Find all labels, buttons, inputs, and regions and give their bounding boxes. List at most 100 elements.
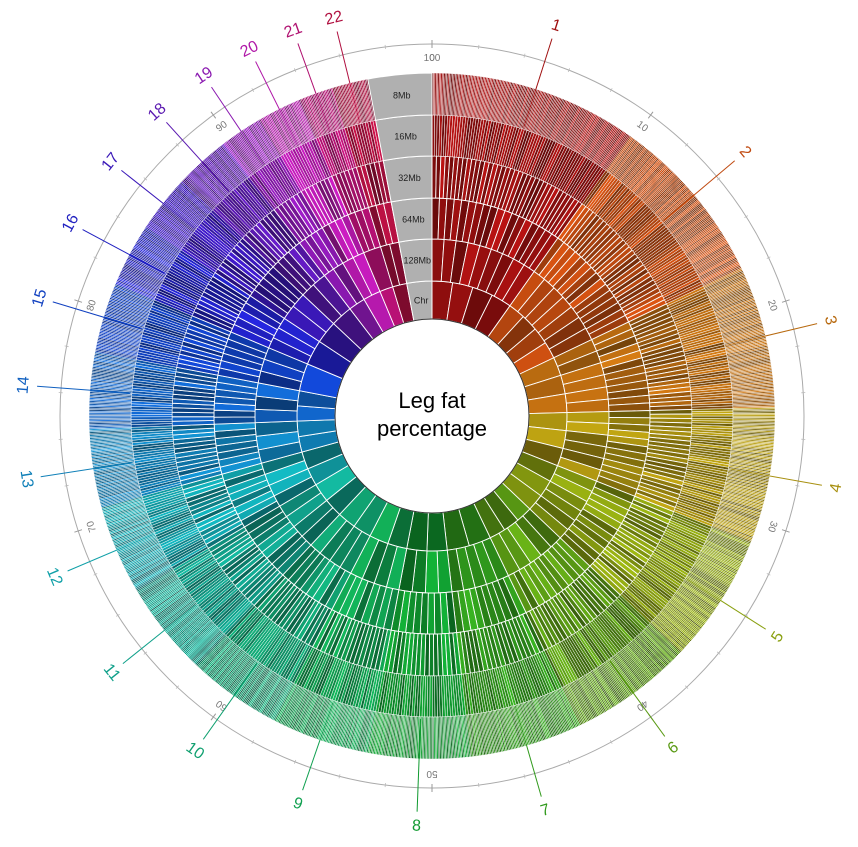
leader-line-chr3	[726, 323, 818, 346]
scale-minor-tick	[384, 783, 386, 788]
scale-tick-30	[781, 529, 790, 533]
scale-tick-label-80: 80	[85, 298, 99, 312]
chromosome-label-4: 4	[827, 482, 845, 494]
chromosome-label-14: 14	[15, 376, 33, 395]
scale-minor-tick	[251, 740, 255, 744]
leader-line-chr10	[202, 663, 258, 740]
chromosome-label-7: 7	[539, 801, 552, 820]
leader-line-chr13	[40, 462, 133, 478]
chromosome-label-3: 3	[821, 314, 840, 327]
scale-minor-tick	[795, 345, 800, 348]
scale-tick-label-70: 70	[85, 519, 99, 533]
scale-minor-tick	[716, 651, 721, 655]
scale-minor-tick	[115, 613, 120, 617]
leader-line-chr2	[663, 160, 736, 222]
scale-minor-tick	[523, 53, 526, 58]
scale-tick-label-10: 10	[634, 119, 650, 135]
scale-tick-10	[647, 111, 654, 119]
outer-scale-ring: 0102030405060708090100	[58, 40, 806, 792]
scale-minor-tick	[175, 143, 179, 147]
leader-line-chr7	[515, 707, 542, 797]
scale-minor-tick	[744, 613, 749, 617]
ring-label-chr: Chr	[414, 296, 429, 306]
scale-minor-tick	[766, 256, 771, 259]
center-title-line-1: Leg fat	[398, 388, 465, 413]
segment-chr14-ring1	[254, 408, 298, 424]
leader-line-chr9	[302, 702, 334, 791]
segment-chr4-ring3	[649, 409, 693, 415]
leader-line-chr14	[37, 385, 130, 394]
chromosome-label-19: 19	[192, 64, 216, 88]
scale-minor-tick	[64, 345, 69, 348]
chromosome-label-1: 1	[549, 16, 563, 35]
scale-minor-tick	[293, 759, 297, 764]
center-title-line-2: percentage	[377, 416, 487, 441]
chromosome-label-20: 20	[238, 38, 262, 61]
chromosome-label-15: 15	[29, 287, 50, 309]
segment-chr14-ring3	[171, 416, 215, 422]
chromosome-label-12: 12	[43, 565, 66, 588]
ring-label-128mb: 128Mb	[404, 256, 432, 266]
chromosome-label-16: 16	[59, 211, 82, 235]
resolution-key-wedge: Chr 128Mb 64Mb 32Mb 16Mb 8Mb	[367, 72, 433, 322]
scale-minor-tick	[716, 177, 721, 181]
scale-minor-tick	[64, 484, 69, 487]
scale-minor-tick	[251, 88, 255, 92]
scale-minor-tick	[338, 53, 341, 58]
scale-minor-tick	[609, 88, 613, 92]
scale-minor-tick	[93, 256, 98, 259]
center-hole	[334, 318, 530, 514]
scale-tick-label-50: 50	[426, 768, 438, 779]
scale-minor-tick	[744, 215, 749, 219]
leader-line-chr12	[67, 534, 154, 572]
chromosome-label-9: 9	[291, 794, 305, 813]
ring-label-32mb: 32Mb	[398, 173, 421, 183]
chromosome-label-11: 11	[100, 661, 124, 685]
chromosome-label-18: 18	[145, 100, 170, 125]
leader-line-chr1	[523, 38, 553, 128]
scale-minor-tick	[478, 44, 480, 49]
scale-tick-label-100: 100	[424, 53, 441, 64]
leader-line-chr18	[166, 121, 230, 192]
segment-chr8-ring4	[432, 675, 436, 718]
chromosome-label-8: 8	[412, 818, 422, 835]
leader-line-chr4	[730, 468, 822, 486]
scale-minor-tick	[685, 143, 689, 147]
scale-tick-70	[74, 529, 83, 533]
scale-minor-tick	[338, 774, 341, 779]
chromosome-label-5: 5	[768, 629, 787, 646]
segment-chr8-ring1	[424, 550, 440, 594]
leader-line-chr19	[211, 86, 264, 165]
scale-minor-tick	[567, 68, 571, 73]
chromosome-label-22: 22	[323, 8, 344, 29]
scale-minor-tick	[93, 573, 98, 576]
scale-minor-tick	[685, 685, 689, 689]
chromosome-label-17: 17	[99, 150, 123, 175]
scale-minor-tick	[115, 215, 120, 219]
leader-line-chr15	[52, 301, 142, 330]
leader-line-chr20	[255, 61, 298, 145]
scale-tick-label-20: 20	[765, 299, 779, 313]
segment-chr4-ring4	[691, 413, 734, 417]
chromosome-label-13: 13	[17, 469, 37, 489]
key-wedge-ring-5	[367, 72, 433, 121]
segment-chr14-ring2	[213, 416, 256, 425]
scale-minor-tick	[567, 759, 571, 764]
leader-line-chr6	[609, 660, 666, 737]
segment-chr8-ring2	[433, 592, 443, 635]
segment-chr8-ring3	[432, 633, 439, 677]
leader-line-chr22	[336, 31, 360, 122]
scale-minor-tick	[175, 685, 179, 689]
scale-minor-tick	[384, 44, 386, 49]
ring-label-16mb: 16Mb	[394, 132, 417, 142]
segment-chr14-ring4	[130, 416, 173, 420]
leader-line-chr5	[687, 578, 766, 630]
chromosome-label-2: 2	[736, 143, 755, 161]
scale-tick-20	[781, 299, 790, 303]
leader-line-chr16	[82, 229, 165, 274]
scale-minor-tick	[609, 740, 613, 744]
leader-line-chr21	[297, 43, 330, 132]
scale-minor-tick	[478, 783, 480, 788]
scale-minor-tick	[293, 68, 297, 73]
